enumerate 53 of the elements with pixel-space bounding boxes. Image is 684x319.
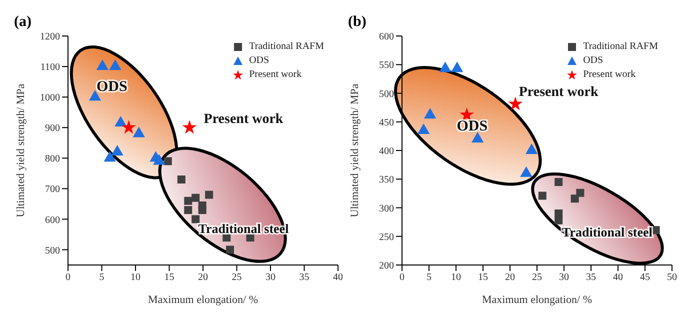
x-tick-label: 30 [559,272,569,284]
x-tick-label: 40 [613,272,623,284]
y-axis-title: Ultimated yield strength/ MPa [348,84,361,218]
x-axis-title: Maximum elongation/ % [482,294,592,306]
annotation: Present work [204,112,284,128]
y-axis-title: Ultimated yield strength/ MPa [14,84,27,218]
x-tick-label: 0 [66,272,70,284]
x-tick-label: 25 [532,272,542,284]
chart-title: (b) [348,14,366,30]
legend-label: ODS [583,54,604,68]
legend-label: Present work [583,68,636,82]
x-tick-label: 35 [586,272,596,284]
y-tick-label: 350 [379,174,394,186]
x-tick-label: 35 [299,272,310,284]
y-tick-label: 800 [45,154,60,165]
x-tick-label: 50 [667,272,677,284]
y-tick-label: 600 [379,32,394,43]
legend-label: Traditional RAFM [583,40,658,54]
x-tick-label: 5 [99,272,104,284]
x-tick-label: 30 [266,272,276,284]
y-tick-label: 1200 [40,32,60,43]
y-tick-label: 500 [379,88,394,100]
y-tick-label: 700 [45,184,60,196]
y-tick-label: 1000 [40,92,60,104]
x-axis-title: Maximum elongation/ % [148,294,258,306]
annotation: ODS [456,118,488,134]
legend-label: Traditional RAFM [249,40,324,54]
legend-label: Present work [249,68,302,82]
x-tick-label: 20 [198,272,208,284]
x-tick-label: 15 [478,272,488,284]
x-tick-label: 0 [400,272,404,284]
y-tick-label: 500 [45,245,60,256]
x-tick-label: 10 [130,272,140,284]
x-tick-label: 5 [426,272,432,284]
annotation: ODS [96,78,128,95]
x-tick-label: 15 [164,272,174,284]
y-tick-label: 550 [379,60,394,72]
y-tick-label: 200 [379,260,394,272]
y-tick-label: 400 [379,146,394,158]
x-tick-label: 45 [640,272,650,284]
y-tick-label: 250 [379,232,394,243]
annotation: Present work [518,85,599,100]
x-tick-label: 25 [232,272,242,284]
y-tick-label: 1100 [40,62,60,74]
y-tick-label: 900 [45,123,60,134]
x-tick-label: 40 [333,272,343,284]
y-tick-label: 450 [379,117,394,128]
y-tick-label: 600 [45,214,60,226]
y-tick-label: 300 [379,203,394,214]
x-tick-label: 10 [451,272,461,284]
chart-title: (a) [14,14,32,30]
x-tick-label: 20 [505,272,515,284]
legend-label: ODS [249,54,270,68]
